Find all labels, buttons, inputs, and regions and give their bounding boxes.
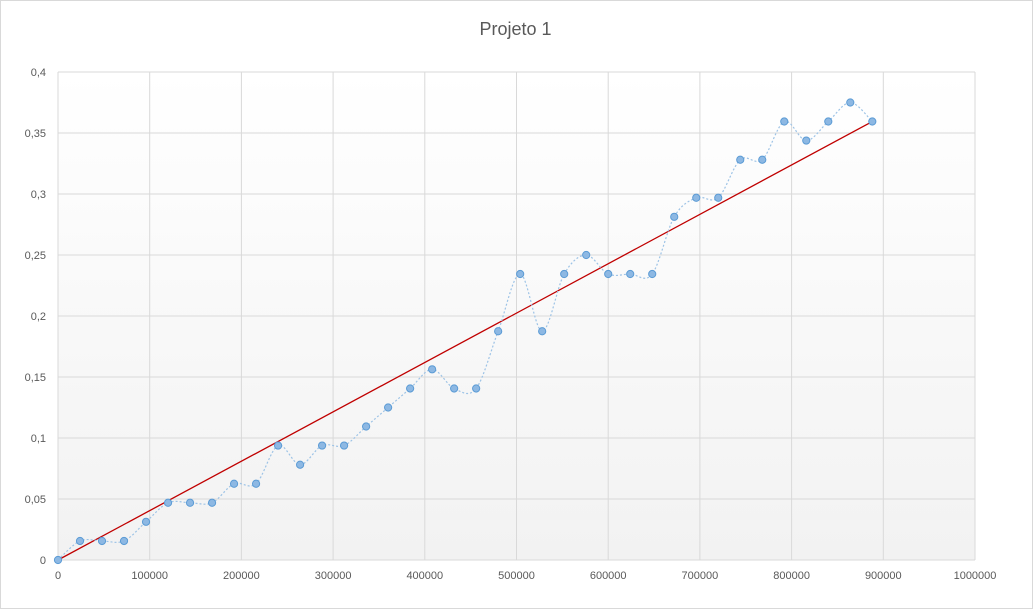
x-tick-label: 800000 bbox=[773, 570, 810, 582]
axis-labels: 0 100000 200000 300000 400000 500000 600000 700… bbox=[25, 67, 997, 582]
data-point bbox=[626, 269, 635, 279]
data-point bbox=[119, 536, 129, 546]
y-tick-label: 0 bbox=[40, 555, 46, 567]
y-tick-label: 0,4 bbox=[31, 67, 46, 79]
x-tick-label: 300000 bbox=[315, 570, 352, 582]
data-point bbox=[141, 517, 151, 526]
data-point bbox=[185, 498, 195, 507]
trendline-layer bbox=[57, 120, 873, 561]
data-point bbox=[207, 498, 217, 507]
data-point bbox=[362, 422, 371, 431]
data-point bbox=[714, 193, 723, 202]
x-tick-label: 1000000 bbox=[954, 570, 997, 582]
data-point bbox=[868, 117, 877, 126]
data-point bbox=[560, 269, 569, 279]
series-layer bbox=[53, 98, 877, 565]
data-point bbox=[229, 479, 239, 488]
data-point bbox=[317, 441, 327, 450]
data-point bbox=[251, 479, 261, 488]
data-point bbox=[494, 327, 503, 336]
data-point bbox=[163, 498, 173, 507]
y-tick-label: 0,15 bbox=[25, 372, 46, 384]
trendline bbox=[57, 120, 873, 561]
x-tick-label: 600000 bbox=[590, 570, 627, 582]
x-tick-label: 0 bbox=[55, 570, 61, 582]
y-tick-label: 0,3 bbox=[31, 189, 46, 201]
data-point bbox=[516, 269, 525, 279]
x-tick-label: 400000 bbox=[406, 570, 443, 582]
x-tick-label: 200000 bbox=[223, 570, 260, 582]
gridlines bbox=[57, 71, 976, 561]
data-point bbox=[450, 384, 459, 393]
data-point bbox=[824, 117, 833, 126]
data-point bbox=[295, 460, 305, 469]
x-tick-label: 700000 bbox=[682, 570, 719, 582]
chart-title: Projeto 1 bbox=[479, 19, 552, 39]
data-point bbox=[604, 269, 613, 279]
data-point bbox=[340, 441, 349, 450]
data-point bbox=[780, 117, 789, 126]
data-point bbox=[53, 555, 63, 565]
data-point bbox=[538, 327, 547, 336]
data-point bbox=[648, 269, 657, 279]
x-tick-label: 900000 bbox=[865, 570, 902, 582]
y-tick-label: 0,05 bbox=[25, 494, 46, 506]
data-point bbox=[802, 136, 811, 145]
data-point bbox=[472, 384, 481, 393]
data-point bbox=[384, 403, 393, 412]
data-point bbox=[846, 98, 855, 107]
y-tick-label: 0,2 bbox=[31, 311, 46, 323]
data-point bbox=[75, 536, 85, 546]
data-point bbox=[758, 155, 767, 164]
data-point bbox=[692, 193, 701, 202]
data-point bbox=[428, 365, 437, 374]
x-tick-label: 500000 bbox=[498, 570, 535, 582]
data-point bbox=[97, 536, 107, 546]
y-tick-label: 0,35 bbox=[25, 128, 46, 140]
data-point bbox=[406, 384, 415, 393]
data-point bbox=[273, 441, 283, 450]
data-point bbox=[736, 155, 745, 164]
data-point bbox=[582, 250, 591, 260]
y-tick-label: 0,25 bbox=[25, 250, 46, 262]
y-tick-label: 0,1 bbox=[31, 433, 46, 445]
x-tick-label: 100000 bbox=[131, 570, 168, 582]
data-point bbox=[670, 212, 679, 221]
